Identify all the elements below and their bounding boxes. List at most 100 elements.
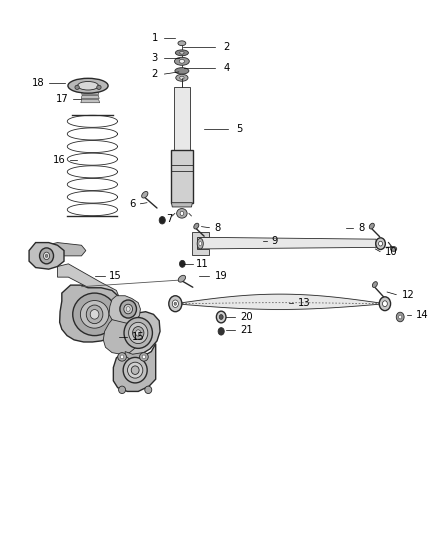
Ellipse shape	[174, 58, 189, 65]
Ellipse shape	[159, 216, 165, 224]
Text: 15: 15	[109, 271, 122, 280]
Ellipse shape	[86, 305, 103, 324]
Text: 12: 12	[402, 289, 414, 300]
Ellipse shape	[180, 52, 184, 54]
Ellipse shape	[197, 238, 203, 249]
Ellipse shape	[81, 301, 109, 328]
Ellipse shape	[174, 302, 177, 305]
Ellipse shape	[382, 301, 387, 306]
Ellipse shape	[177, 208, 187, 218]
Ellipse shape	[73, 293, 117, 336]
Text: 20: 20	[240, 312, 253, 322]
Ellipse shape	[219, 314, 223, 319]
Ellipse shape	[199, 241, 201, 246]
Ellipse shape	[131, 366, 139, 374]
Polygon shape	[29, 243, 64, 269]
Polygon shape	[57, 264, 119, 301]
Text: 14: 14	[416, 310, 428, 320]
Text: 8: 8	[215, 223, 221, 233]
Ellipse shape	[120, 355, 124, 359]
Text: 2: 2	[223, 43, 230, 52]
Text: 4: 4	[223, 63, 230, 72]
Ellipse shape	[396, 312, 404, 322]
Ellipse shape	[169, 296, 182, 312]
Ellipse shape	[194, 223, 199, 229]
Text: 18: 18	[32, 78, 44, 88]
Ellipse shape	[78, 82, 99, 90]
Ellipse shape	[179, 60, 184, 63]
Polygon shape	[197, 237, 376, 249]
Polygon shape	[192, 232, 208, 255]
Ellipse shape	[141, 191, 148, 198]
Ellipse shape	[97, 85, 101, 90]
Ellipse shape	[119, 386, 126, 393]
Text: 16: 16	[53, 155, 65, 165]
Ellipse shape	[218, 328, 224, 335]
Text: 2: 2	[152, 69, 158, 79]
Text: 6: 6	[130, 199, 136, 209]
Ellipse shape	[136, 330, 141, 336]
Ellipse shape	[399, 315, 402, 319]
Ellipse shape	[133, 327, 144, 340]
Polygon shape	[109, 296, 141, 324]
Ellipse shape	[178, 41, 186, 46]
Polygon shape	[81, 91, 99, 94]
Ellipse shape	[216, 311, 226, 323]
Ellipse shape	[120, 300, 137, 318]
Ellipse shape	[142, 355, 146, 359]
Ellipse shape	[124, 318, 152, 349]
Ellipse shape	[39, 248, 53, 264]
Text: 10: 10	[385, 247, 398, 256]
Polygon shape	[46, 243, 86, 256]
Ellipse shape	[376, 238, 385, 249]
Polygon shape	[170, 150, 193, 203]
Text: 7: 7	[166, 214, 173, 224]
Ellipse shape	[145, 386, 152, 393]
Text: 11: 11	[196, 259, 209, 269]
Ellipse shape	[140, 353, 148, 361]
Polygon shape	[82, 87, 99, 90]
Ellipse shape	[175, 68, 189, 74]
Ellipse shape	[372, 281, 378, 287]
Text: 17: 17	[56, 94, 68, 104]
Polygon shape	[115, 312, 160, 356]
Text: 5: 5	[237, 124, 243, 134]
Ellipse shape	[126, 306, 130, 311]
Text: 1: 1	[152, 33, 158, 43]
Text: 13: 13	[297, 297, 310, 308]
Ellipse shape	[124, 304, 133, 314]
Ellipse shape	[391, 247, 397, 252]
Polygon shape	[174, 87, 190, 150]
Text: 21: 21	[240, 325, 253, 335]
Ellipse shape	[118, 353, 127, 361]
Polygon shape	[125, 352, 143, 361]
Ellipse shape	[180, 261, 185, 267]
Ellipse shape	[129, 322, 148, 344]
Ellipse shape	[172, 300, 178, 308]
Ellipse shape	[68, 78, 108, 93]
Polygon shape	[175, 294, 385, 310]
Polygon shape	[81, 100, 99, 103]
Ellipse shape	[378, 241, 382, 246]
Text: 8: 8	[359, 223, 365, 233]
Polygon shape	[81, 95, 99, 99]
Ellipse shape	[175, 50, 188, 56]
Ellipse shape	[45, 254, 48, 257]
Text: 15: 15	[132, 332, 145, 342]
Text: 19: 19	[215, 271, 227, 281]
Ellipse shape	[369, 223, 374, 229]
Text: 3: 3	[152, 53, 158, 62]
Polygon shape	[60, 285, 125, 342]
Polygon shape	[113, 344, 155, 391]
Ellipse shape	[379, 297, 391, 311]
Ellipse shape	[180, 211, 184, 215]
Ellipse shape	[180, 76, 184, 79]
Ellipse shape	[127, 362, 143, 378]
Ellipse shape	[90, 310, 99, 319]
Ellipse shape	[176, 74, 188, 81]
Polygon shape	[171, 203, 192, 207]
Ellipse shape	[178, 276, 186, 282]
Text: 9: 9	[272, 236, 278, 246]
Ellipse shape	[75, 85, 79, 90]
Polygon shape	[82, 83, 98, 86]
